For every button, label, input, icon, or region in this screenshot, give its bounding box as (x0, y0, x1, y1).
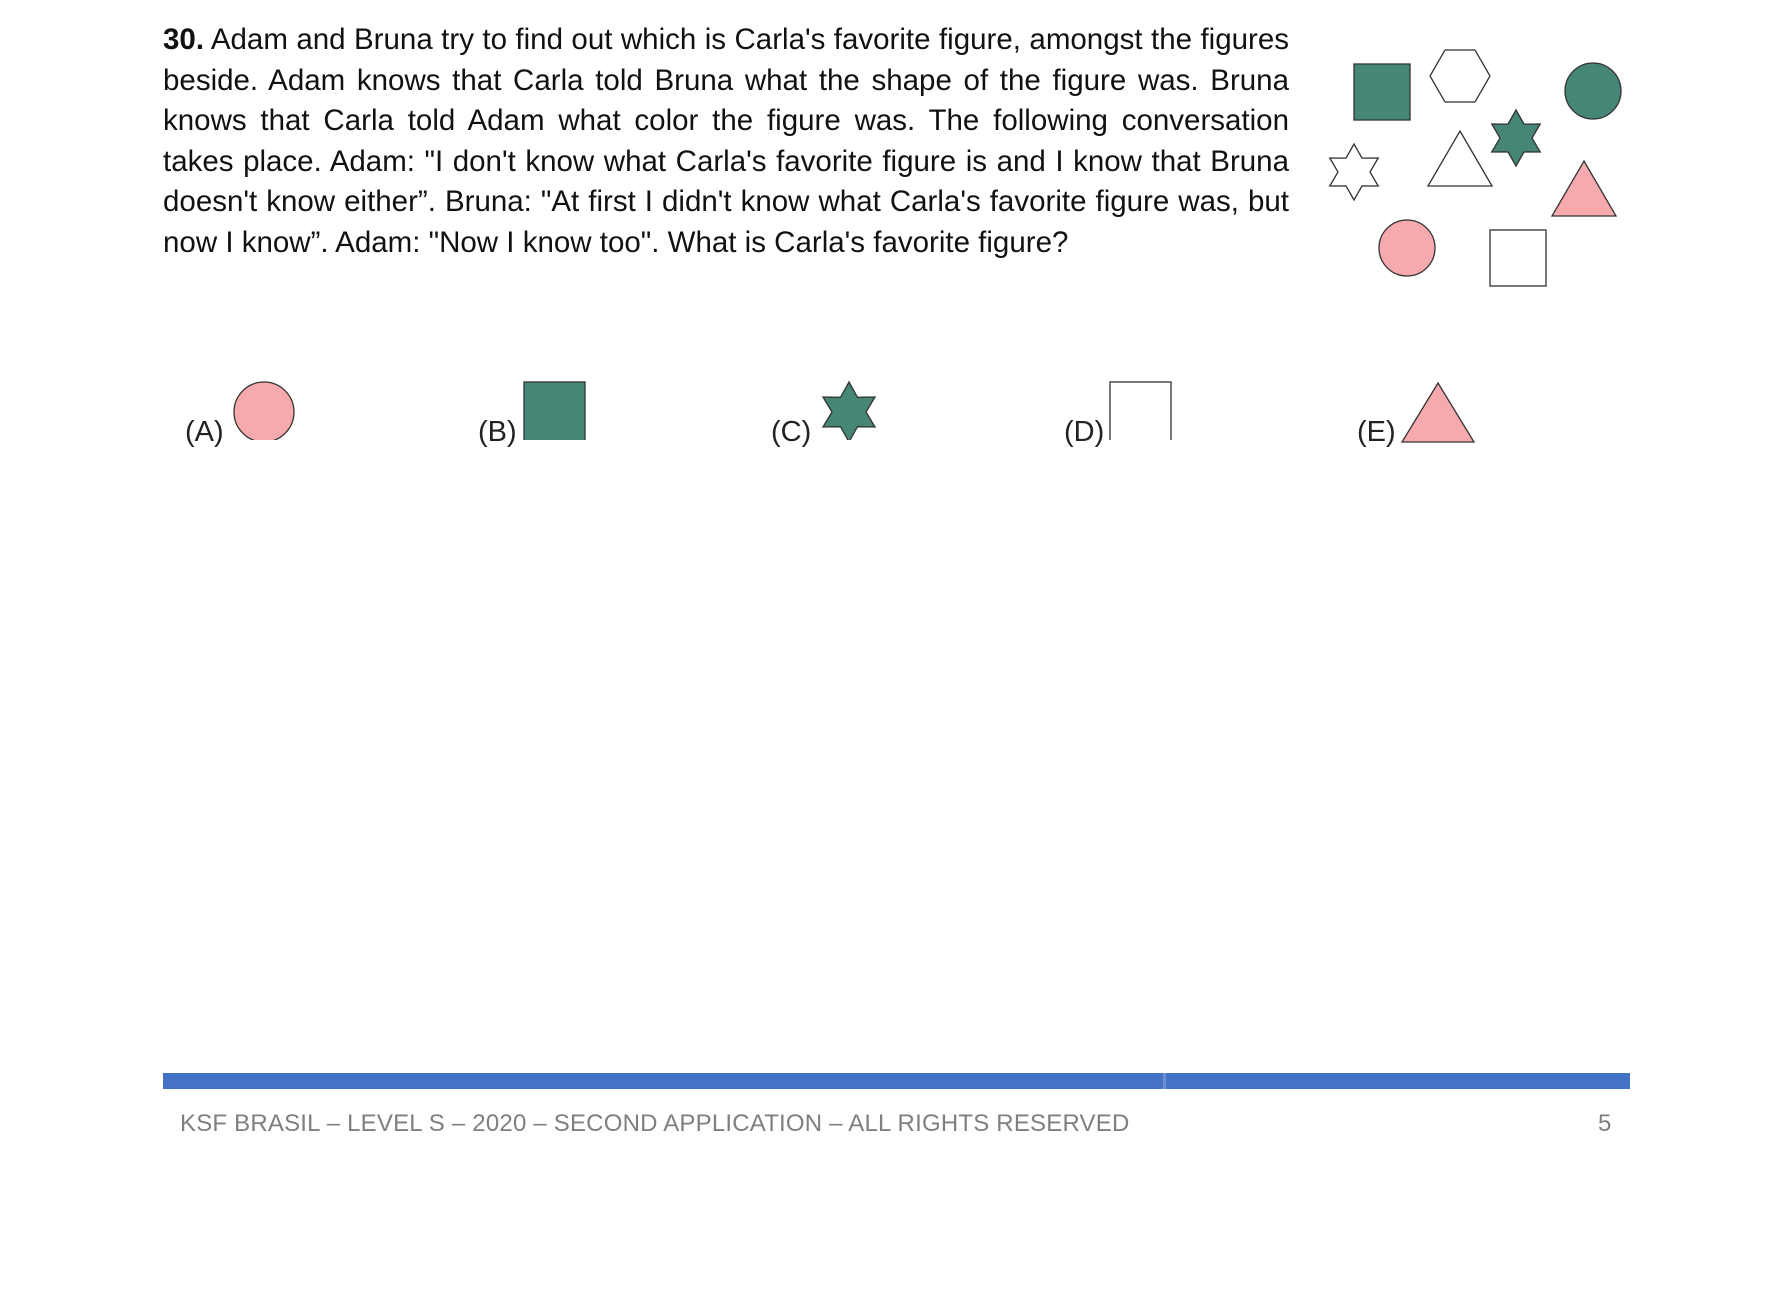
figure-set-drawing (1328, 49, 1622, 287)
option-b-green-square-icon (523, 381, 586, 440)
option-d-white-square-icon (1109, 381, 1172, 440)
option-c-label: (C) (771, 416, 812, 448)
answer-options: (A) (B) (C) (D) (E) (0, 370, 1786, 470)
figure-pink-triangle (1550, 159, 1618, 217)
question-text: 30. Adam and Bruna try to find out which… (163, 20, 1289, 263)
figure-green-circle (1564, 62, 1622, 120)
figure-white-triangle (1426, 129, 1494, 187)
figure-green-star (1490, 108, 1542, 168)
option-b-label: (B) (478, 416, 517, 448)
question-number: 30. (163, 23, 205, 56)
figure-set (1310, 20, 1640, 300)
option-a-label: (A) (185, 416, 224, 448)
footer-copyright: KSF BRASIL – LEVEL S – 2020 – SECOND APP… (180, 1110, 1130, 1137)
figure-pink-circle (1378, 219, 1436, 277)
figure-white-star (1328, 142, 1380, 202)
question-body: Adam and Bruna try to find out which is … (163, 23, 1289, 259)
page-number: 5 (1598, 1110, 1612, 1137)
figure-white-square (1489, 229, 1547, 287)
option-e-pink-triangle-icon (1401, 381, 1476, 443)
option-c-green-star-icon (821, 380, 877, 440)
footer-rule (163, 1073, 1630, 1089)
option-e-label: (E) (1357, 416, 1396, 448)
footer-rule-seam (1163, 1073, 1166, 1089)
figure-green-square (1353, 63, 1411, 121)
figure-white-hexagon (1429, 49, 1491, 103)
option-a-pink-circle-icon (233, 381, 295, 440)
option-d-label: (D) (1064, 416, 1105, 448)
